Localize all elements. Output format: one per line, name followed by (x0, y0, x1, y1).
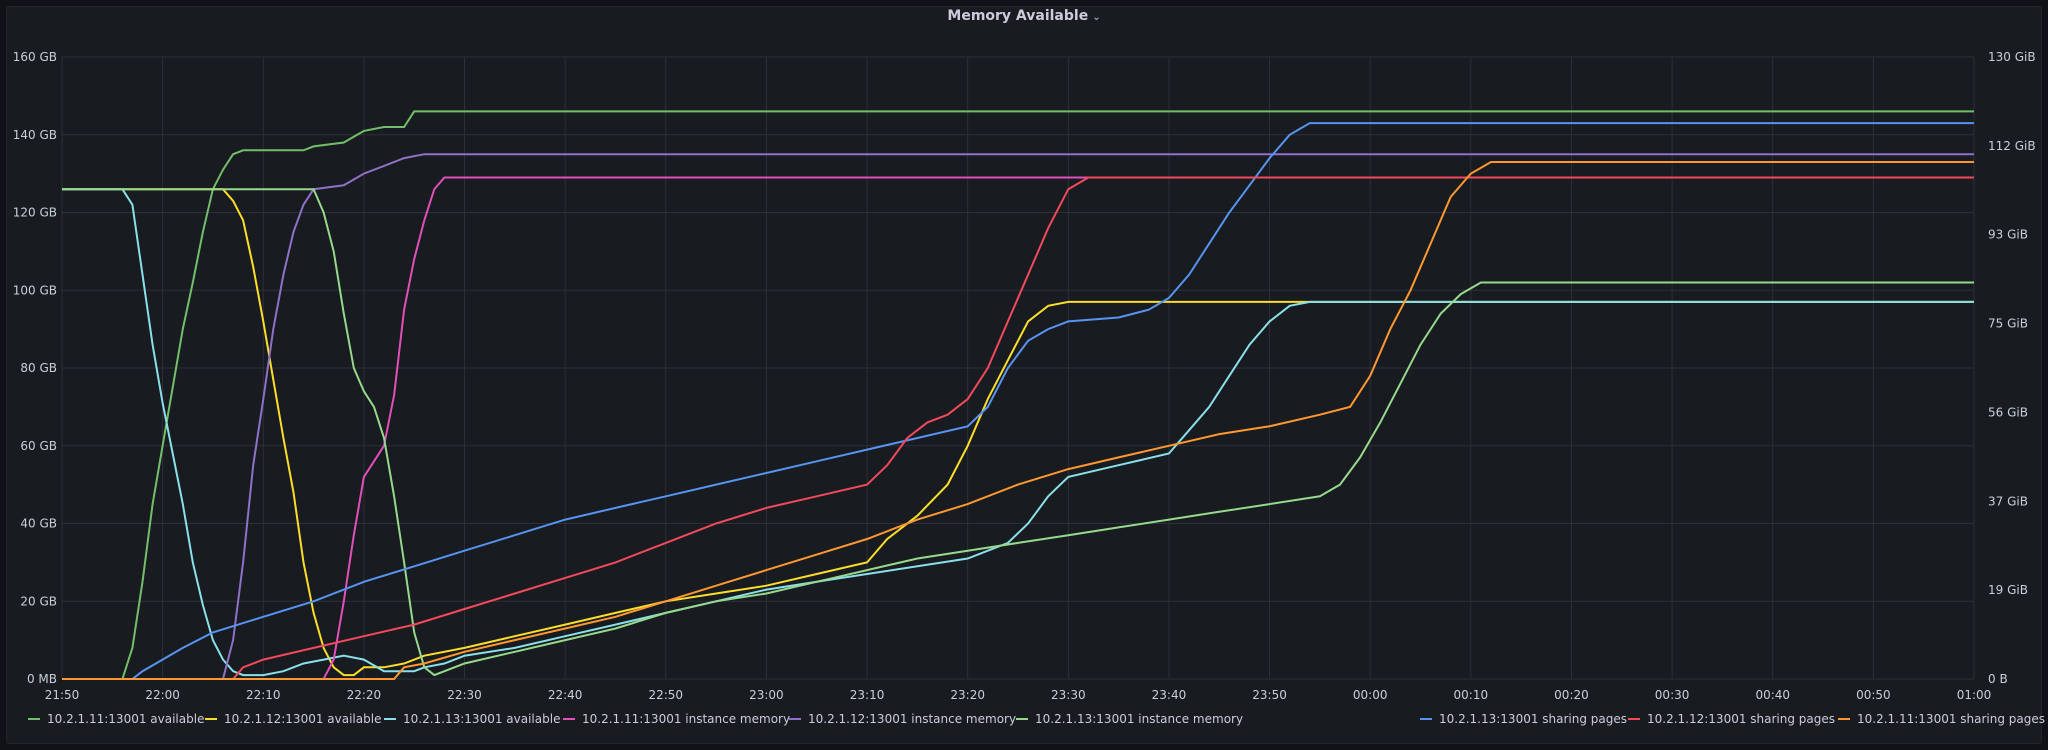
x-tick-label: 00:00 (1353, 688, 1388, 702)
y-right-tick-label: 0 B (1988, 672, 2008, 686)
x-tick-label: 00:10 (1454, 688, 1489, 702)
y-right-tick-label: 19 GiB (1988, 583, 2028, 597)
y-left-tick-label: 100 GB (13, 283, 57, 297)
y-right-tick-label: 56 GiB (1988, 405, 2028, 419)
x-tick-label: 01:00 (1957, 688, 1992, 702)
series-line (62, 188, 1974, 677)
legend-item-label[interactable]: 10.2.1.12:13001 sharing pages (1647, 712, 1835, 726)
panel-title-text: Memory Available (947, 8, 1089, 24)
x-tick-label: 22:00 (145, 688, 180, 702)
x-tick-label: 23:50 (1252, 688, 1287, 702)
y-right-tick-label: 75 GiB (1988, 317, 2028, 331)
x-tick-label: 23:40 (1152, 688, 1187, 702)
x-tick-label: 22:40 (548, 688, 583, 702)
series-line (62, 176, 1974, 680)
x-tick-label: 00:50 (1856, 688, 1891, 702)
x-tick-label: 21:50 (45, 688, 80, 702)
legend-item-label[interactable]: 10.2.1.12:13001 available (224, 712, 381, 726)
x-tick-label: 22:20 (347, 688, 382, 702)
y-right-tick-label: 93 GiB (1988, 228, 2028, 242)
legend-item-label[interactable]: 10.2.1.12:13001 instance memory (808, 712, 1016, 726)
chevron-down-icon[interactable]: ⌄ (1092, 12, 1101, 23)
y-left-tick-label: 20 GB (20, 594, 57, 608)
x-tick-label: 23:10 (850, 688, 885, 702)
y-right-tick-label: 130 GiB (1988, 50, 2036, 64)
x-tick-label: 23:30 (1051, 688, 1086, 702)
legend-item-label[interactable]: 10.2.1.13:13001 available (403, 712, 560, 726)
legend-item-label[interactable]: 10.2.1.11:13001 available (47, 712, 204, 726)
series-line (62, 153, 1974, 680)
x-tick-label: 22:50 (648, 688, 683, 702)
legend-item-label[interactable]: 10.2.1.11:13001 sharing pages (1857, 712, 2045, 726)
series-line (62, 188, 1974, 677)
legend-item-label[interactable]: 10.2.1.13:13001 instance memory (1035, 712, 1243, 726)
x-tick-label: 00:30 (1655, 688, 1690, 702)
x-tick-label: 22:30 (447, 688, 482, 702)
chart-panel (6, 6, 2042, 744)
panel-title[interactable]: Memory Available ⌄ (0, 8, 2048, 24)
legend-item-label[interactable]: 10.2.1.11:13001 instance memory (582, 712, 790, 726)
series-line (62, 176, 1974, 680)
series-line (62, 122, 1974, 680)
series-line (62, 110, 1974, 680)
series-line (62, 188, 1974, 677)
y-left-tick-label: 60 GB (20, 439, 57, 453)
x-tick-label: 00:40 (1755, 688, 1790, 702)
legend-item-label[interactable]: 10.2.1.13:13001 sharing pages (1439, 712, 1627, 726)
y-left-tick-label: 80 GB (20, 361, 57, 375)
y-left-tick-label: 120 GB (13, 206, 57, 220)
x-tick-label: 22:10 (246, 688, 281, 702)
x-tick-label: 00:20 (1554, 688, 1589, 702)
x-tick-label: 23:20 (950, 688, 985, 702)
y-left-tick-label: 40 GB (20, 517, 57, 531)
x-tick-label: 23:00 (749, 688, 784, 702)
y-right-tick-label: 112 GiB (1988, 139, 2036, 153)
y-right-tick-label: 37 GiB (1988, 494, 2028, 508)
y-left-tick-label: 0 MB (27, 672, 57, 686)
series-line (62, 161, 1974, 680)
y-left-tick-label: 160 GB (13, 50, 57, 64)
y-left-tick-label: 140 GB (13, 128, 57, 142)
